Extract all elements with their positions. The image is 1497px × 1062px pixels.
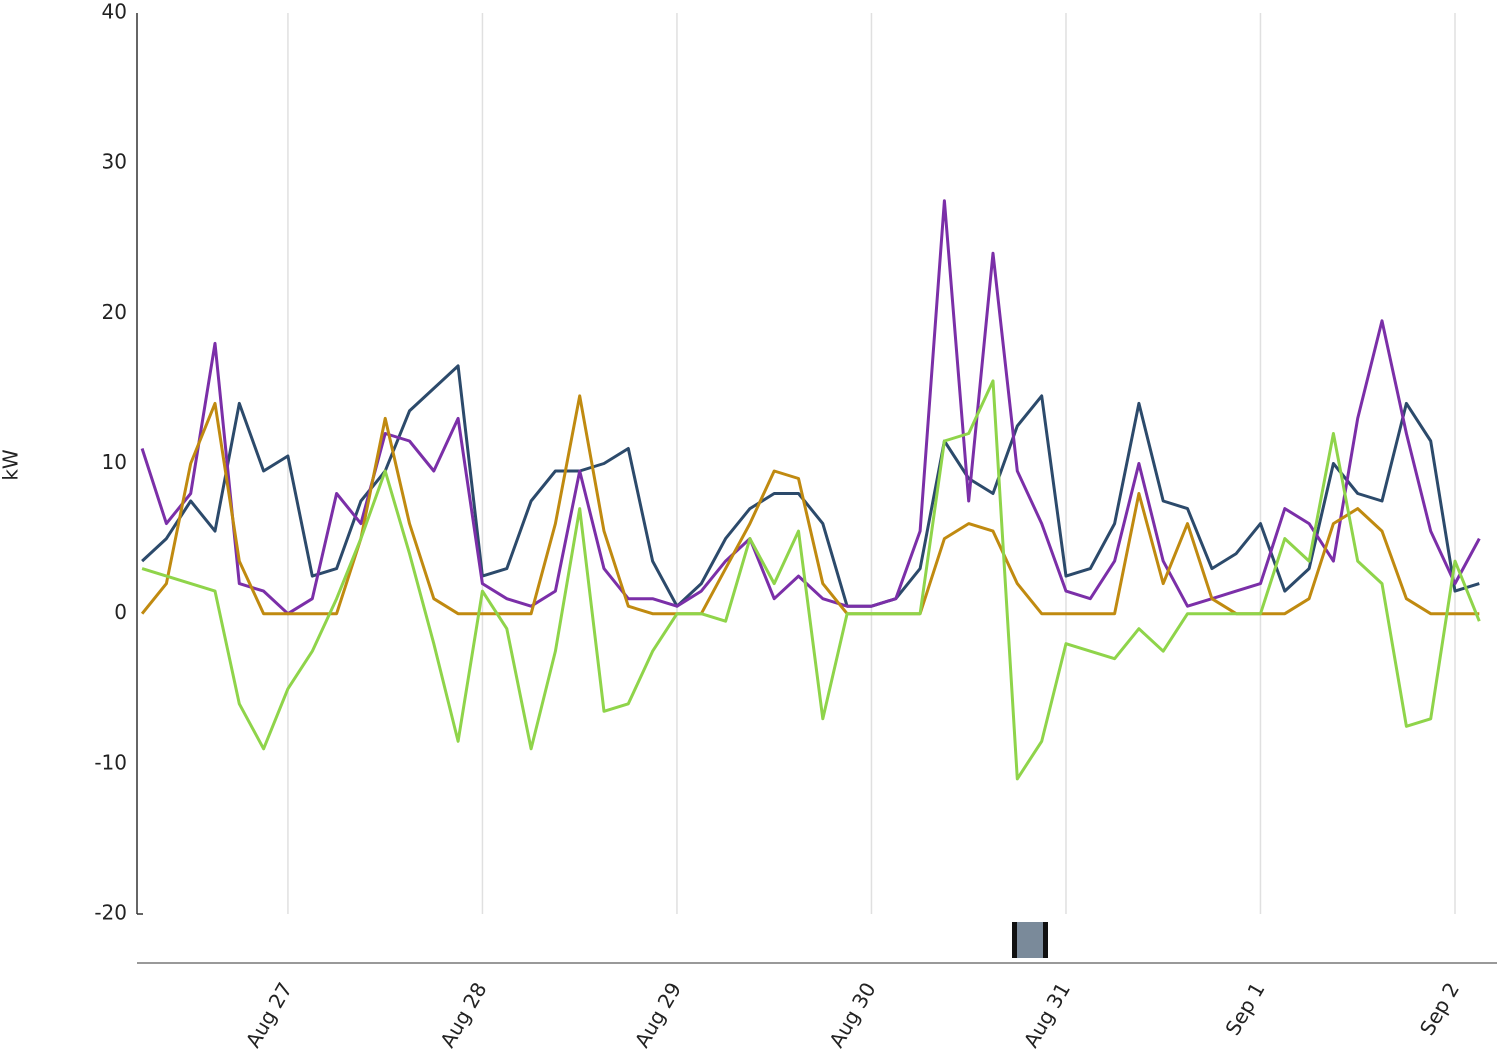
navigator-handle[interactable]	[1012, 922, 1048, 958]
x-tick-label: Aug 31	[1019, 978, 1075, 1051]
y-tick-label: 40	[102, 0, 127, 24]
x-tick-label: Aug 27	[241, 978, 297, 1051]
y-axis-label: kW	[0, 449, 23, 481]
y-tick-label: -10	[94, 750, 127, 774]
series-line	[140, 199, 1481, 616]
y-tick-label: 0	[114, 600, 127, 624]
y-tick-label: -20	[94, 901, 127, 925]
x-tick-label: Sep 2	[1415, 978, 1464, 1039]
y-tick-label: 20	[102, 300, 127, 324]
series-line	[141, 379, 1481, 781]
navigator-handle-right[interactable]	[1043, 922, 1048, 958]
series-line	[141, 364, 1480, 608]
y-tick-label: 30	[102, 150, 127, 174]
x-tick-label: Aug 28	[435, 978, 491, 1051]
navigator-handle-left[interactable]	[1012, 922, 1017, 958]
x-tick-label: Aug 29	[630, 978, 686, 1051]
x-tick-label: Aug 30	[824, 978, 880, 1051]
y-tick-label: 10	[102, 450, 127, 474]
x-tick-label: Sep 1	[1220, 978, 1269, 1039]
